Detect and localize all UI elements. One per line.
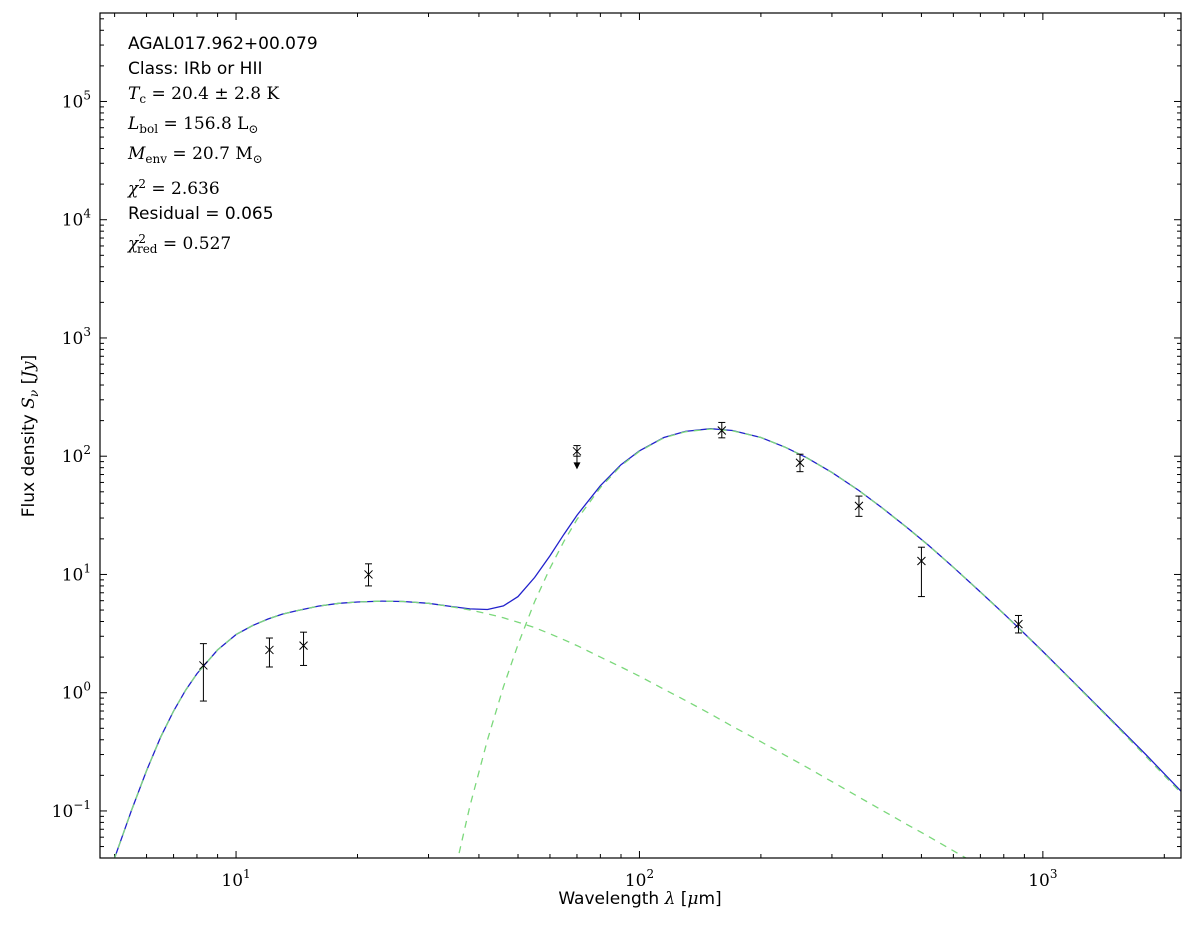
annotation-block: AGAL017.962+00.079 Class: IRb or HII Tc = …	[128, 32, 318, 262]
text-segment: 2	[138, 232, 146, 246]
data-point	[1014, 614, 1023, 634]
annotation-line: Lbol = 156.8 L⊙	[128, 112, 318, 142]
text-segment: Wavelength	[558, 889, 665, 909]
y-tick-label: 101	[62, 561, 91, 585]
text-segment: ν	[27, 389, 41, 398]
data-point	[917, 546, 926, 598]
y-axis-label: Flux density Sν [Jy]	[19, 355, 41, 518]
hot-component-curve	[113, 600, 968, 858]
annotation-line: Residual = 0.065	[128, 202, 318, 227]
text-segment: T	[128, 84, 140, 104]
x-axis-label: Wavelength λ [μm]	[558, 889, 721, 909]
data-point	[364, 563, 373, 587]
y-tick-label: 103	[62, 325, 91, 349]
y-tick-label: 100	[62, 680, 91, 704]
text-segment: χ	[128, 179, 139, 199]
text-segment: Residual = 0.065	[128, 204, 274, 224]
model-total-curve	[113, 428, 1181, 858]
text-segment: = 20.4 ± 2.8 K	[146, 84, 280, 104]
text-segment: λ	[664, 889, 676, 909]
annotation-line: Tc = 20.4 ± 2.8 K	[128, 82, 318, 112]
data-point	[854, 495, 864, 517]
x-marker	[795, 458, 805, 468]
text-segment: Class: IRb or HII	[128, 59, 263, 79]
y-tick-label: 104	[62, 207, 92, 231]
plot-frame	[99, 12, 1182, 859]
text-segment: c	[139, 92, 147, 106]
text-segment: ⊙	[252, 152, 263, 166]
text-segment: χ	[128, 234, 139, 254]
text-segment: Jy	[19, 361, 39, 378]
text-segment: env	[145, 152, 168, 166]
x-marker	[917, 556, 926, 566]
text-segment: = 20.7 M	[167, 144, 253, 164]
data-point	[265, 637, 274, 668]
data-point	[199, 643, 208, 702]
text-segment: = 0.527	[157, 234, 232, 254]
data-point	[572, 445, 582, 470]
text-segment: Flux density	[19, 408, 39, 518]
text-segment: 2	[138, 177, 146, 191]
y-tick-label: 10−1	[52, 798, 91, 822]
text-segment: ]	[19, 354, 39, 362]
text-segment: ⊙	[248, 122, 259, 136]
data-point	[717, 421, 727, 439]
x-tick-label: 102	[625, 867, 654, 891]
text-segment: AGAL017.962+00.079	[128, 34, 318, 54]
text-segment: [	[675, 889, 688, 909]
annotation-line: χ2 = 2.636	[128, 172, 318, 202]
text-segment: = 2.636	[145, 179, 220, 199]
data-point	[795, 453, 805, 473]
x-tick-label: 103	[1028, 867, 1057, 891]
curves-layer	[113, 428, 1181, 858]
x-marker	[854, 501, 864, 511]
x-marker	[717, 426, 727, 435]
x-marker	[265, 645, 274, 655]
text-segment: [	[19, 377, 39, 390]
data-point	[299, 631, 308, 666]
annotation-line: Menv = 20.7 M⊙	[128, 142, 318, 172]
upper-limit-arrowhead	[573, 462, 581, 470]
x-marker	[364, 570, 373, 579]
annotation-line: χ2red = 0.527	[128, 227, 318, 262]
text-segment: m]	[698, 889, 722, 909]
y-tick-label: 102	[62, 443, 91, 467]
x-tick-label: 101	[221, 867, 250, 891]
annotation-line: AGAL017.962+00.079	[128, 32, 318, 57]
x-marker	[1014, 619, 1023, 629]
x-marker	[299, 641, 308, 650]
y-tick-label: 105	[62, 88, 91, 112]
text-segment: μ	[687, 889, 699, 909]
annotation-line: Class: IRb or HII	[128, 57, 318, 82]
text-segment: S	[19, 397, 39, 409]
text-segment: = 156.8 L	[158, 114, 249, 134]
text-segment: red	[136, 242, 158, 256]
text-segment: bol	[139, 122, 159, 136]
text-segment: M	[128, 144, 146, 164]
text-segment: L	[128, 114, 140, 134]
x-marker	[199, 661, 208, 670]
